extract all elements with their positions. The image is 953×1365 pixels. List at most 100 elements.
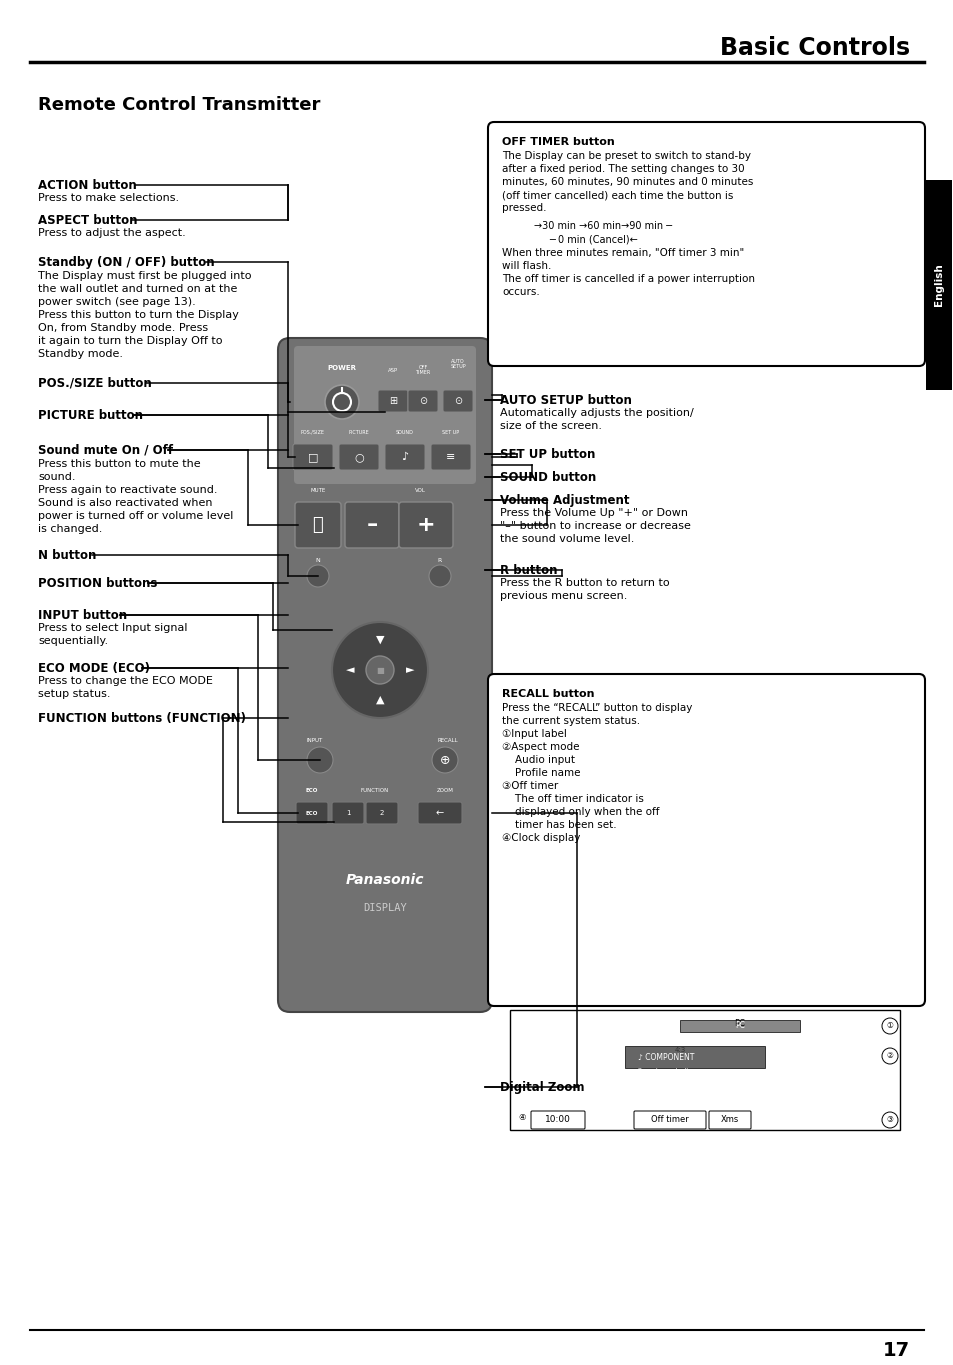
Text: ASP: ASP xyxy=(388,367,397,373)
Text: after a fixed period. The setting changes to 30: after a fixed period. The setting change… xyxy=(501,164,744,173)
FancyBboxPatch shape xyxy=(366,803,397,824)
Text: sequentially.: sequentially. xyxy=(38,636,108,646)
Text: ECO: ECO xyxy=(306,788,318,793)
Text: SOUND: SOUND xyxy=(395,430,414,434)
Text: Press the Volume Up "+" or Down: Press the Volume Up "+" or Down xyxy=(499,508,687,517)
Text: ④Clock display: ④Clock display xyxy=(501,833,579,844)
Text: SOUND button: SOUND button xyxy=(499,471,596,483)
Text: R button: R button xyxy=(499,564,557,576)
Text: ACTION button: ACTION button xyxy=(38,179,136,191)
Text: OFF TIMER button: OFF TIMER button xyxy=(501,136,614,147)
Text: the wall outlet and turned on at the: the wall outlet and turned on at the xyxy=(38,284,237,293)
Text: On, from Standby mode. Press: On, from Standby mode. Press xyxy=(38,324,208,333)
Text: ♪ COMPONENT: ♪ COMPONENT xyxy=(638,1052,694,1062)
Text: will flash.: will flash. xyxy=(501,261,551,272)
FancyBboxPatch shape xyxy=(332,803,364,824)
Text: Press to adjust the aspect.: Press to adjust the aspect. xyxy=(38,228,186,238)
Text: Press to select Input signal: Press to select Input signal xyxy=(38,622,188,633)
Text: N button: N button xyxy=(38,549,96,561)
Circle shape xyxy=(882,1048,897,1063)
Text: Press this button to turn the Display: Press this button to turn the Display xyxy=(38,310,238,319)
Text: Sound mute On / Off: Sound mute On / Off xyxy=(38,444,172,456)
Text: "–" button to increase or decrease: "–" button to increase or decrease xyxy=(499,521,690,531)
Bar xyxy=(510,1010,899,1130)
Text: Press to change the ECO MODE: Press to change the ECO MODE xyxy=(38,676,213,687)
Text: ECO MODE (ECO): ECO MODE (ECO) xyxy=(38,662,150,674)
Circle shape xyxy=(429,565,451,587)
Text: PICTURE button: PICTURE button xyxy=(38,408,143,422)
Text: size of the screen.: size of the screen. xyxy=(499,420,601,431)
Text: ─ 0 min (Cancel)←: ─ 0 min (Cancel)← xyxy=(548,233,638,244)
Text: MUTE: MUTE xyxy=(310,487,325,493)
Circle shape xyxy=(366,657,394,684)
Text: INPUT button: INPUT button xyxy=(38,609,127,621)
Text: ♪: ♪ xyxy=(401,452,408,461)
Text: ○: ○ xyxy=(354,452,363,461)
FancyBboxPatch shape xyxy=(531,1111,584,1129)
Text: Press to make selections.: Press to make selections. xyxy=(38,192,179,203)
Text: Volume Adjustment: Volume Adjustment xyxy=(499,494,629,506)
Text: is changed.: is changed. xyxy=(38,524,102,534)
FancyBboxPatch shape xyxy=(398,502,453,547)
Text: ▼: ▼ xyxy=(375,635,384,646)
FancyBboxPatch shape xyxy=(338,444,378,470)
Text: pressed.: pressed. xyxy=(501,203,546,213)
Bar xyxy=(624,1046,764,1067)
FancyBboxPatch shape xyxy=(708,1111,750,1129)
Text: POSITION buttons: POSITION buttons xyxy=(38,576,157,590)
Text: Profile name: Profile name xyxy=(501,768,579,778)
FancyBboxPatch shape xyxy=(417,803,461,824)
Text: PICTURE: PICTURE xyxy=(348,430,369,434)
Text: power is turned off or volume level: power is turned off or volume level xyxy=(38,511,233,521)
Text: ASPECT button: ASPECT button xyxy=(38,213,137,227)
Text: ③Off timer: ③Off timer xyxy=(501,781,558,790)
Text: power switch (see page 13).: power switch (see page 13). xyxy=(38,298,195,307)
Text: The off timer is cancelled if a power interruption: The off timer is cancelled if a power in… xyxy=(501,274,754,284)
Text: Panasonic: Panasonic xyxy=(345,874,424,887)
Text: it again to turn the Display Off to: it again to turn the Display Off to xyxy=(38,336,222,345)
Text: sound.: sound. xyxy=(38,472,75,482)
Text: ②: ② xyxy=(885,1051,893,1061)
FancyBboxPatch shape xyxy=(442,390,473,412)
Text: Digital Zoom: Digital Zoom xyxy=(499,1081,584,1093)
FancyBboxPatch shape xyxy=(925,180,951,390)
Text: ►: ► xyxy=(405,665,414,676)
Text: ◄: ◄ xyxy=(345,665,354,676)
Text: RECALL: RECALL xyxy=(437,737,457,743)
Text: FUNCTION buttons (FUNCTION): FUNCTION buttons (FUNCTION) xyxy=(38,711,246,725)
Text: ▲: ▲ xyxy=(375,695,384,704)
Text: Press the “RECALL” button to display: Press the “RECALL” button to display xyxy=(501,703,692,713)
Text: ⊙: ⊙ xyxy=(454,396,461,405)
Circle shape xyxy=(332,622,428,718)
Text: ⊙: ⊙ xyxy=(418,396,427,405)
Text: ■: ■ xyxy=(375,666,383,674)
Text: Xms: Xms xyxy=(720,1115,739,1125)
Text: previous menu screen.: previous menu screen. xyxy=(499,591,627,601)
Text: the current system status.: the current system status. xyxy=(501,717,639,726)
Text: PC: PC xyxy=(734,1020,744,1028)
Text: minutes, 60 minutes, 90 minutes and 0 minutes: minutes, 60 minutes, 90 minutes and 0 mi… xyxy=(501,177,753,187)
Text: DISPLAY: DISPLAY xyxy=(363,904,406,913)
Text: Press this button to mute the: Press this button to mute the xyxy=(38,459,200,470)
FancyBboxPatch shape xyxy=(294,345,476,485)
Text: ECO: ECO xyxy=(306,811,318,815)
Text: Standby (ON / OFF) button: Standby (ON / OFF) button xyxy=(38,255,214,269)
Text: SET UP: SET UP xyxy=(442,430,459,434)
Text: 17: 17 xyxy=(882,1340,909,1360)
FancyBboxPatch shape xyxy=(377,390,408,412)
Text: ①: ① xyxy=(885,1021,893,1031)
Text: Press the R button to return to: Press the R button to return to xyxy=(499,577,669,588)
Text: PC: PC xyxy=(735,1021,744,1031)
Text: Off timer: Off timer xyxy=(651,1115,688,1125)
FancyBboxPatch shape xyxy=(385,444,424,470)
Text: timer has been set.: timer has been set. xyxy=(501,820,616,830)
Circle shape xyxy=(432,747,457,773)
Circle shape xyxy=(882,1112,897,1127)
Text: VOL: VOL xyxy=(415,487,425,493)
FancyBboxPatch shape xyxy=(277,339,492,1011)
Text: Press again to reactivate sound.: Press again to reactivate sound. xyxy=(38,485,217,495)
Text: ≡: ≡ xyxy=(446,452,456,461)
Text: N: N xyxy=(315,557,320,562)
Text: ②Aspect mode: ②Aspect mode xyxy=(501,743,578,752)
Text: ZOOM: ZOOM xyxy=(436,788,453,793)
